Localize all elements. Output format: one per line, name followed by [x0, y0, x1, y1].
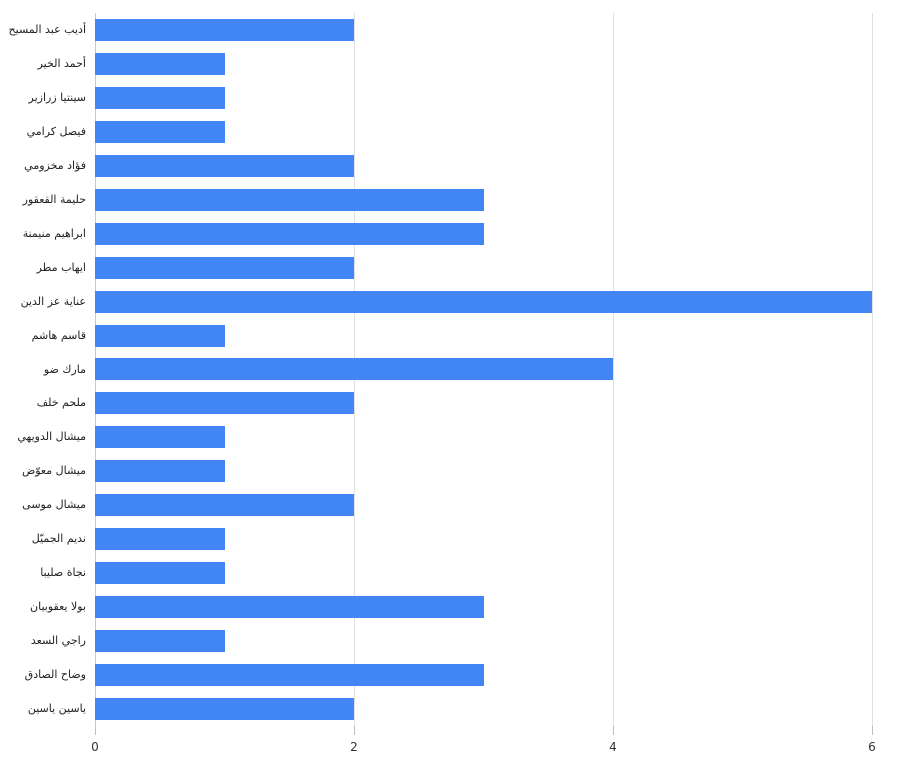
category-label: فؤاد مخزومي	[24, 158, 86, 172]
bar	[95, 698, 354, 721]
category-label: بولا يعقوبيان	[30, 600, 86, 614]
category-label: نجاة صليبا	[40, 566, 86, 580]
category-label: سينتيا زرازير	[28, 90, 86, 104]
bar	[95, 86, 225, 109]
category-label: مارك ضو	[43, 362, 86, 376]
x-tick-label-6: 6	[868, 740, 876, 754]
bar-row: ملحم خلف	[0, 386, 900, 420]
bar	[95, 256, 354, 279]
x-tick-mark-0	[95, 726, 96, 735]
bar-row: نديم الجميّل	[0, 522, 900, 556]
x-tick-label-2: 2	[350, 740, 358, 754]
category-label: وضاح الصادق	[24, 668, 86, 682]
category-label: ميشال موسى	[22, 498, 86, 512]
bar-row: ميشال الدويهي	[0, 420, 900, 454]
bar	[95, 358, 613, 381]
bar	[95, 426, 225, 449]
bar-row: فيصل كرامي	[0, 115, 900, 149]
gridline-6	[872, 13, 873, 726]
bar	[95, 460, 225, 483]
category-label: ميشال معوّض	[21, 464, 86, 478]
category-label: حليمة القعقور	[22, 192, 86, 206]
x-tick-label-0: 0	[91, 740, 99, 754]
bar-row: ميشال موسى	[0, 488, 900, 522]
category-label: نديم الجميّل	[31, 532, 86, 546]
category-label: قاسم هاشم	[31, 328, 86, 342]
bar-row: مارك ضو	[0, 353, 900, 387]
bar-row: وضاح الصادق	[0, 658, 900, 692]
bar	[95, 596, 484, 619]
bar-row: نجاة صليبا	[0, 556, 900, 590]
bar	[95, 120, 225, 143]
x-tick-label-4: 4	[609, 740, 617, 754]
x-tick-mark-6	[872, 726, 873, 735]
bar	[95, 154, 354, 177]
bar-row: قاسم هاشم	[0, 319, 900, 353]
bar-row: ياسين ياسين	[0, 692, 900, 726]
bar-row: عناية عز الدين	[0, 285, 900, 319]
bar-row: حليمة القعقور	[0, 183, 900, 217]
bar-row: أديب عبد المسيح	[0, 13, 900, 47]
bar-row: سينتيا زرازير	[0, 81, 900, 115]
bar-row: ايهاب مطر	[0, 251, 900, 285]
category-label: ملحم خلف	[36, 396, 86, 410]
category-label: ابراهيم منيمنة	[22, 226, 86, 240]
bar-row: بولا يعقوبيان	[0, 590, 900, 624]
category-label: أحمد الخير	[37, 56, 86, 70]
category-label: فيصل كرامي	[26, 124, 86, 138]
category-label: أديب عبد المسيح	[8, 23, 86, 36]
bar	[95, 324, 225, 347]
plot-area: أديب عبد المسيح أحمد الخير سينتيا زرازير في…	[0, 13, 900, 726]
bar-row: راجي السعد	[0, 624, 900, 658]
bar	[95, 392, 354, 415]
x-tick-mark-4	[613, 726, 614, 735]
bar	[95, 18, 354, 41]
bar-row: فؤاد مخزومي	[0, 149, 900, 183]
bar	[95, 664, 484, 687]
category-label: ميشال الدويهي	[17, 430, 86, 444]
bar-row: ميشال معوّض	[0, 454, 900, 488]
category-label: ايهاب مطر	[36, 260, 86, 274]
category-label: عناية عز الدين	[20, 294, 86, 308]
bar	[95, 494, 354, 517]
x-tick-mark-2	[354, 726, 355, 735]
bar	[95, 562, 225, 585]
bar	[95, 222, 484, 245]
category-label: ياسين ياسين	[27, 702, 86, 716]
bar	[95, 188, 484, 211]
bar	[95, 528, 225, 551]
bar	[95, 290, 872, 313]
bar	[95, 630, 225, 653]
bar	[95, 52, 225, 75]
category-label: راجي السعد	[30, 634, 86, 648]
bar-row: أحمد الخير	[0, 47, 900, 81]
bar-row: ابراهيم منيمنة	[0, 217, 900, 251]
gridline-4	[613, 13, 614, 726]
